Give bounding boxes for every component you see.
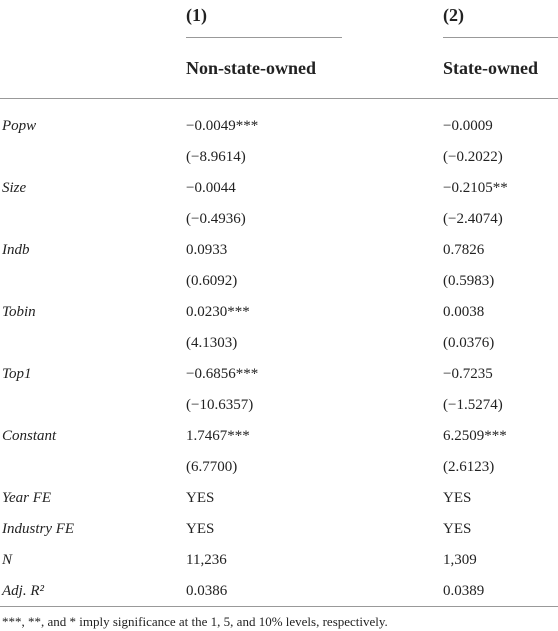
- cell: −0.0044: [186, 180, 236, 196]
- bottom-rule: [0, 606, 558, 607]
- cell: (−0.4936): [186, 211, 246, 227]
- cell: 0.7826: [443, 242, 485, 258]
- row-label: Adj. R²: [2, 583, 44, 599]
- cell: 11,236: [186, 552, 227, 568]
- cell: 0.0038: [443, 304, 485, 320]
- cell: 0.0386: [186, 583, 228, 599]
- cell: YES: [186, 521, 215, 537]
- cell: −0.0009: [443, 118, 493, 134]
- row-label: Industry FE: [2, 521, 75, 537]
- cell: (−8.9614): [186, 149, 246, 165]
- cell: 6.2509***: [443, 428, 507, 444]
- column-rule: [186, 37, 342, 38]
- cell: 0.0389: [443, 583, 485, 599]
- cell: (2.6123): [443, 459, 495, 475]
- cell: (0.5983): [443, 273, 495, 289]
- header-rule: [0, 98, 558, 99]
- cell: (−10.6357): [186, 397, 254, 413]
- cell: (−0.2022): [443, 149, 503, 165]
- cell: (0.6092): [186, 273, 238, 289]
- column-header: State-owned: [443, 58, 538, 78]
- row-label: Year FE: [2, 490, 52, 506]
- cell: 0.0230***: [186, 304, 250, 320]
- cell: (−2.4074): [443, 211, 503, 227]
- cell: −0.0049***: [186, 118, 259, 134]
- cell: 0.0933: [186, 242, 228, 258]
- column-header: Non-state-owned: [186, 58, 316, 78]
- cell: −0.2105**: [443, 180, 508, 196]
- cell: YES: [443, 521, 472, 537]
- row-label: N: [2, 552, 13, 568]
- footnote: ***, **, and * imply significance at the…: [2, 614, 388, 629]
- row-label: Constant: [2, 428, 57, 444]
- cell: (4.1303): [186, 335, 238, 351]
- row-label: Top1: [2, 366, 32, 382]
- column-rule: [443, 37, 558, 38]
- row-label: Size: [2, 180, 27, 196]
- column-number: (2): [443, 5, 464, 25]
- cell: YES: [443, 490, 472, 506]
- cell: (6.7700): [186, 459, 238, 475]
- cell: YES: [186, 490, 215, 506]
- row-label: Popw: [2, 118, 37, 134]
- cell: −0.6856***: [186, 366, 259, 382]
- cell: −0.7235: [443, 366, 493, 382]
- row-label: Indb: [2, 242, 30, 258]
- cell: 1,309: [443, 552, 477, 568]
- row-label: Tobin: [2, 304, 36, 320]
- column-number: (1): [186, 5, 207, 25]
- cell: (0.0376): [443, 335, 495, 351]
- cell: (−1.5274): [443, 397, 503, 413]
- cell: 1.7467***: [186, 428, 250, 444]
